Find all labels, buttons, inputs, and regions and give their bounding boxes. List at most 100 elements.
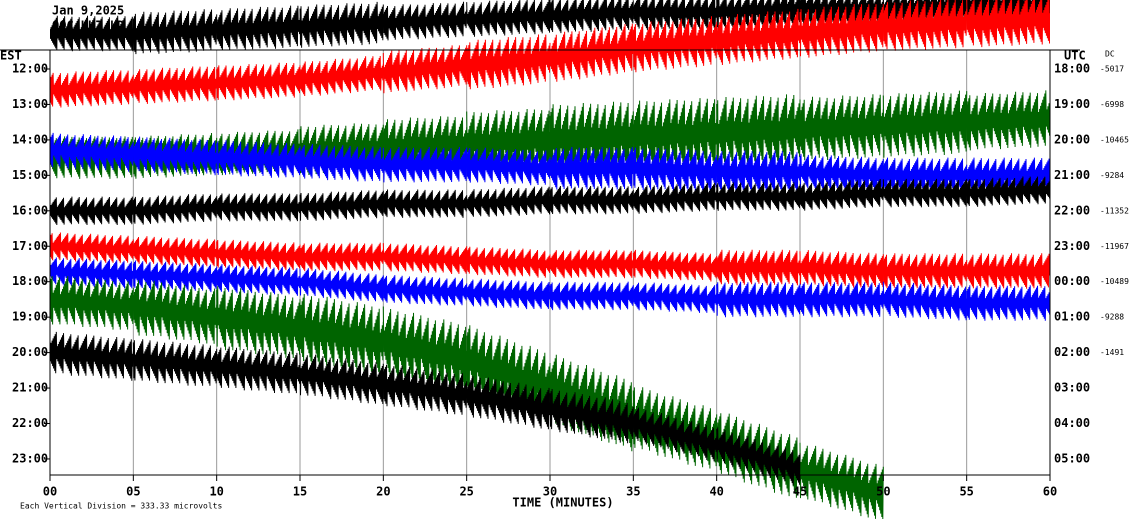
trace-segment [716, 8, 801, 66]
footer: Each Vertical Division = 333.33 microvol… [20, 502, 222, 511]
utc-label: 21:00 [1054, 168, 1090, 182]
trace-segment [632, 182, 718, 214]
trace-segment [382, 45, 468, 94]
x-tick-label: 60 [1043, 485, 1057, 499]
utc-label: 18:00 [1054, 62, 1090, 76]
dc-label: -9284 [1100, 171, 1124, 180]
dc-label: -10465 [1100, 135, 1129, 144]
trace-segment [466, 0, 551, 37]
trace-segment [216, 239, 301, 271]
trace-segment [716, 94, 801, 168]
utc-label: 05:00 [1054, 451, 1090, 465]
trace-segment [882, 157, 968, 194]
trace-segment [549, 185, 634, 215]
est-label: 18:00 [12, 274, 48, 288]
trace-segment [966, 157, 1050, 194]
trace-segment [299, 242, 384, 272]
trace-segment [216, 62, 301, 101]
right-label: UTC [1064, 49, 1086, 63]
x-tick-label: 50 [876, 485, 890, 499]
trace-segment [799, 281, 884, 318]
trace-segment [216, 286, 301, 359]
trace-segment [382, 243, 468, 275]
trace-segment [632, 147, 718, 193]
dc-label: -10489 [1100, 277, 1129, 286]
trace-segment [466, 278, 551, 310]
trace-segment [549, 249, 634, 279]
trace-segment [716, 249, 801, 286]
trace-segment [549, 23, 634, 82]
utc-label: 00:00 [1054, 274, 1090, 288]
trace-segment [632, 0, 718, 31]
x-tick-label: 00 [43, 485, 57, 499]
trace-segment [716, 427, 801, 486]
trace-segment [466, 376, 551, 430]
est-label: 20:00 [12, 345, 48, 359]
left-label: EST [0, 49, 22, 63]
trace-segment [50, 276, 134, 330]
utc-label: 20:00 [1054, 132, 1090, 146]
trace-segment [50, 132, 134, 172]
est-label: 19:00 [12, 310, 48, 324]
trace-segment [549, 281, 634, 311]
trace-segment [216, 193, 301, 222]
trace-segment [132, 280, 218, 344]
trace-segment [882, 0, 968, 51]
utc-label: 03:00 [1054, 381, 1090, 395]
est-label: 13:00 [12, 97, 48, 111]
trace-segment [382, 364, 468, 415]
utc-label: 19:00 [1054, 97, 1090, 111]
est-label: 14:00 [12, 132, 48, 146]
subtitle: OOC HHZ LD [52, 19, 124, 33]
trace-segment [132, 9, 218, 55]
x-tick-label: 45 [793, 485, 807, 499]
trace-segment [299, 1, 384, 48]
trace-segment [716, 281, 801, 318]
dc-label: -11352 [1100, 206, 1129, 215]
trace-segment [632, 98, 718, 171]
est-label: 15:00 [12, 168, 48, 182]
utc-label: 04:00 [1054, 416, 1090, 430]
trace-segment [132, 260, 218, 293]
traces [50, 0, 1050, 519]
x-tick-label: 20 [376, 485, 390, 499]
trace-segment [299, 293, 384, 376]
dc-label: -9288 [1100, 313, 1124, 322]
dc-label: -5017 [1100, 65, 1124, 74]
trace-segment [382, 146, 468, 183]
trace-segment [549, 101, 634, 175]
trace-segment [882, 253, 968, 289]
trace-segment [966, 176, 1050, 207]
trace-segment [50, 331, 134, 381]
dc-label: DC [1105, 50, 1115, 59]
trace-segment [799, 442, 884, 519]
utc-label: 23:00 [1054, 239, 1090, 253]
trace-segment [132, 339, 218, 386]
trace-segment [216, 346, 301, 394]
trace-segment [882, 178, 968, 208]
x-tick-label: 15 [293, 485, 307, 499]
trace-segment [382, 189, 468, 218]
trace-segment [50, 196, 134, 226]
trace-segment [966, 0, 1050, 48]
trace-segment [299, 190, 384, 221]
trace-segment [466, 34, 551, 90]
trace-segment [549, 0, 634, 34]
trace-segment [716, 150, 801, 194]
trace-segment [299, 55, 384, 97]
trace-segment [299, 268, 384, 302]
x-tick-label: 10 [209, 485, 223, 499]
trace-segment [882, 90, 968, 158]
trace-segment [966, 253, 1050, 289]
trace-segment [632, 16, 718, 73]
trace-segment [382, 306, 468, 395]
trace-segment [466, 147, 551, 186]
title: Jan 9,2025 [52, 4, 124, 18]
trace-segment [799, 4, 884, 58]
est-label: 23:00 [12, 451, 48, 465]
trace-segment [632, 282, 718, 313]
trace-segment [132, 136, 218, 176]
x-tick-label: 25 [459, 485, 473, 499]
